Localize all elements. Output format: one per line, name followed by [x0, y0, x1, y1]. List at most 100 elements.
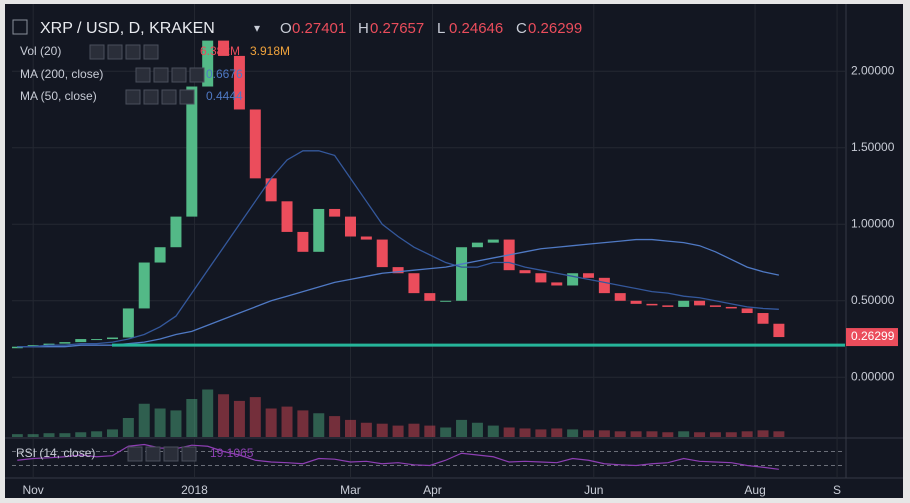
- candle-body: [122, 308, 134, 338]
- candle-body: [376, 239, 388, 268]
- candle-body: [662, 305, 674, 307]
- candle-body: [281, 201, 293, 232]
- indicator-name[interactable]: MA (50, close): [20, 89, 97, 103]
- volume-bar: [313, 413, 325, 437]
- x-tick-label: Aug: [744, 483, 765, 497]
- rsi-pane: [12, 443, 845, 470]
- volume-bar: [392, 425, 404, 437]
- y-tick-label: 1.00000: [851, 216, 895, 230]
- symbol-title[interactable]: XRP / USD, D, KRAKEN: [40, 20, 215, 37]
- candle-body: [408, 273, 420, 294]
- button[interactable]: [107, 44, 123, 60]
- y-tick-label: 1.50000: [851, 140, 895, 154]
- volume-bar: [519, 428, 531, 437]
- ohlc-value: 0.27401: [292, 20, 346, 37]
- ohlc-label: O: [280, 20, 292, 37]
- indicator-value: 3.918M: [250, 44, 290, 58]
- candle-body: [630, 300, 642, 304]
- candle-body: [519, 270, 531, 274]
- candle-body: [186, 86, 198, 217]
- button[interactable]: [143, 89, 159, 105]
- volume-bar: [329, 416, 341, 437]
- button[interactable]: [181, 446, 197, 462]
- ohlc-value: 0.24646: [449, 20, 503, 37]
- x-tick-label: 2018: [181, 483, 208, 497]
- button[interactable]: [89, 44, 105, 60]
- volume-bar: [725, 432, 737, 437]
- volume-bar: [106, 429, 118, 437]
- indicator-name[interactable]: MA (200, close): [20, 67, 103, 81]
- candle-body: [694, 300, 706, 306]
- candle-body: [757, 313, 769, 324]
- button[interactable]: [125, 44, 141, 60]
- indicator-name[interactable]: Vol (20): [20, 44, 61, 58]
- button[interactable]: [145, 446, 161, 462]
- volume-bar: [297, 410, 309, 437]
- x-tick-label: S: [833, 483, 841, 497]
- grid: 0.00000 0.50000 1.00000 1.50000 2.00000 Nov 20…: [12, 4, 895, 497]
- volume-bar: [551, 428, 563, 437]
- button[interactable]: [189, 67, 205, 83]
- candle-body: [392, 267, 404, 274]
- volume-bar: [12, 434, 23, 437]
- volume-bar: [694, 432, 706, 437]
- y-tick-label: 2.00000: [851, 63, 895, 77]
- button[interactable]: [143, 44, 159, 60]
- button[interactable]: [135, 67, 151, 83]
- indicator-name[interactable]: RSI (14, close): [16, 446, 95, 460]
- candle-body: [567, 273, 579, 286]
- volume-bar: [59, 433, 71, 437]
- button[interactable]: [153, 67, 169, 83]
- candle-body: [265, 178, 277, 202]
- volume-bar: [614, 431, 626, 437]
- volume-bar: [773, 431, 785, 437]
- button[interactable]: [179, 89, 195, 105]
- last-price-tag: [846, 328, 898, 347]
- x-tick-label: Mar: [340, 483, 361, 497]
- candle-body: [297, 231, 309, 252]
- candle-body: [646, 303, 658, 306]
- x-tick-label: Apr: [423, 483, 442, 497]
- candle-body: [233, 55, 245, 110]
- candle-body: [456, 247, 468, 301]
- button[interactable]: [163, 446, 179, 462]
- candle-body: [582, 273, 594, 278]
- volume-bar: [757, 430, 769, 437]
- indicator-layer: [12, 389, 785, 437]
- candle-body: [249, 109, 261, 179]
- candle-body: [27, 345, 39, 347]
- dropdown-arrow[interactable]: ▾: [254, 21, 260, 35]
- ohlc-label: H: [358, 20, 369, 37]
- button[interactable]: [127, 446, 143, 462]
- volume-bar: [233, 400, 245, 437]
- volume-bar: [43, 433, 55, 437]
- volume-bar: [249, 397, 261, 437]
- candle-body: [344, 216, 356, 237]
- indicator-buttons: [89, 44, 205, 462]
- ma-line: [17, 238, 780, 348]
- indicator-value: 19.1065: [210, 446, 254, 460]
- y-tick-label: 0.50000: [851, 293, 895, 307]
- volume-bar: [503, 427, 515, 437]
- candle-body: [202, 40, 214, 87]
- volume-bar: [186, 399, 198, 437]
- ohlc-label: L: [437, 20, 445, 37]
- rsi-line: [17, 443, 779, 470]
- volume-bar: [27, 434, 39, 437]
- button[interactable]: [125, 89, 141, 105]
- candle-body: [91, 339, 103, 341]
- labels: XRP / USD, D, KRAKEN ▾ O 0.27401 H 0.276…: [12, 19, 582, 462]
- symbol-icon[interactable]: [12, 19, 28, 35]
- last-price-label: 0.26299: [851, 329, 895, 343]
- button[interactable]: [171, 67, 187, 83]
- button[interactable]: [161, 89, 177, 105]
- volume-bar: [662, 432, 674, 437]
- volume-bar: [440, 427, 452, 437]
- volume-bar: [678, 431, 690, 437]
- volume-bar: [646, 431, 658, 437]
- volume-bar: [202, 389, 214, 437]
- candle-body: [59, 342, 71, 344]
- candle-body: [487, 239, 499, 243]
